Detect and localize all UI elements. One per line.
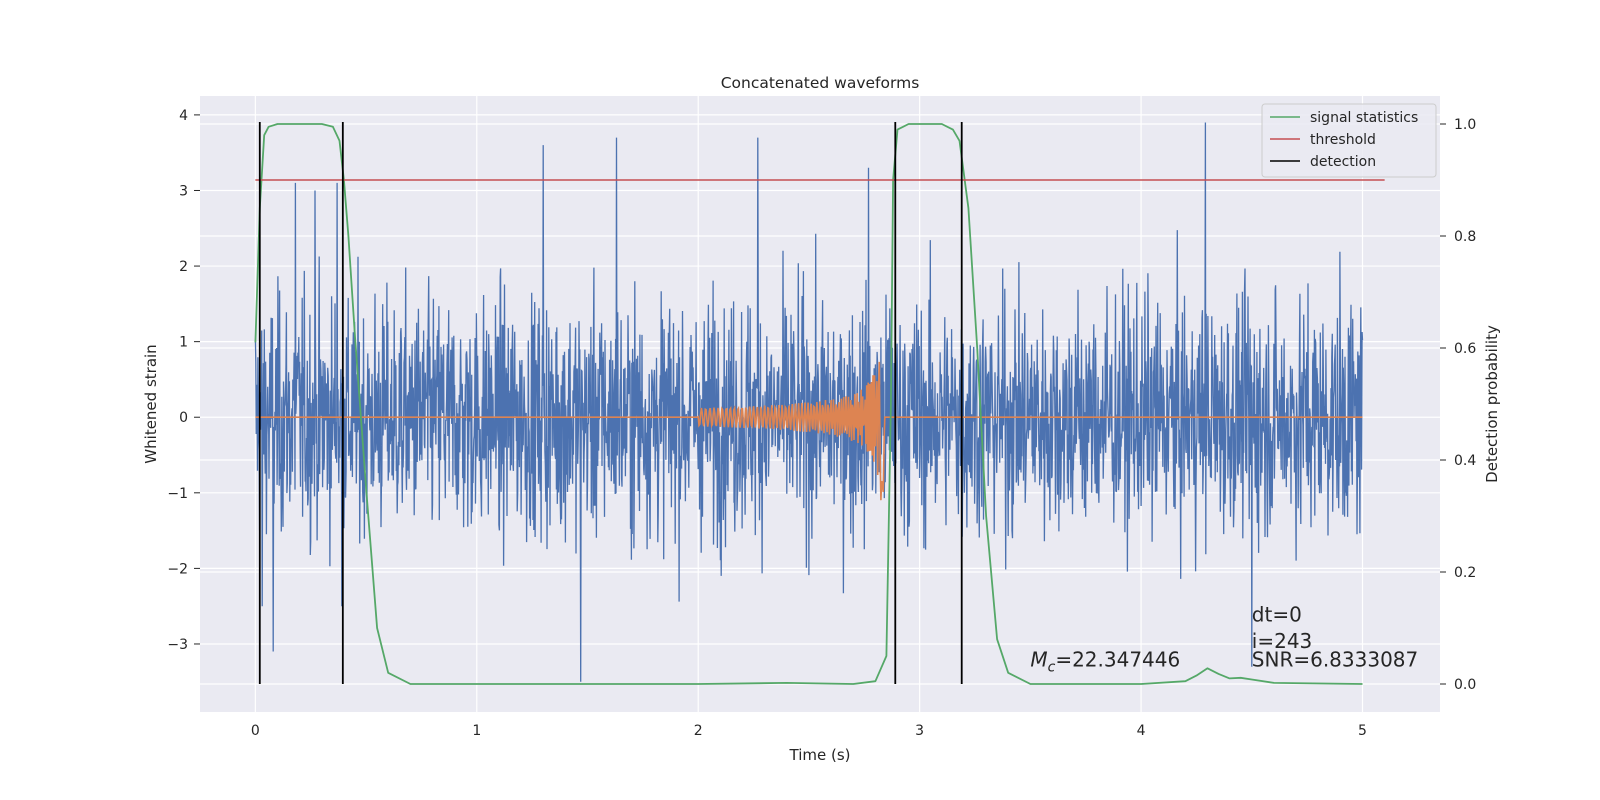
- y-tick-label: −2: [167, 561, 188, 577]
- annotations: Mc=22.347446 dt=0 i=243 SNR=6.8333087: [1030, 602, 1418, 675]
- y-axis-ticks: −3 −2 −1 0 1 2 3 4: [167, 108, 200, 653]
- annotation-i: i=243: [1252, 629, 1313, 653]
- x-axis-ticks: 0 1 2 3 4 5: [251, 723, 1367, 739]
- series-signal-statistics-line: [254, 123, 1363, 685]
- y-tick-label: 0: [179, 410, 188, 426]
- y2-tick-label: 0.6: [1454, 341, 1476, 357]
- annotation-mc-sub: c: [1048, 660, 1056, 676]
- legend: signal statistics threshold detection: [1261, 103, 1437, 178]
- y-tick-label: −1: [167, 486, 188, 502]
- y2-axis-label: Detection probability: [1483, 325, 1501, 483]
- x-tick-label: 3: [915, 723, 924, 739]
- y2-tick-label: 1.0: [1454, 117, 1476, 133]
- x-tick-label: 0: [251, 723, 260, 739]
- legend-label-detection: detection: [1310, 154, 1376, 170]
- annotation-mc-symbol: M: [1030, 648, 1047, 672]
- x-tick-label: 1: [472, 723, 481, 739]
- y2-tick-label: 0.8: [1454, 229, 1476, 245]
- legend-label-threshold: threshold: [1310, 132, 1376, 148]
- y2-tick-label: 0.4: [1454, 453, 1476, 469]
- y-tick-label: 2: [179, 259, 188, 275]
- y2-axis-ticks: 0.0 0.2 0.4 0.6 0.8 1.0: [1440, 117, 1476, 693]
- series-template-line: [255, 361, 1363, 501]
- x-tick-label: 5: [1358, 723, 1367, 739]
- annotation-mc-value: =22.347446: [1055, 648, 1180, 672]
- series-strain-line: [254, 122, 1364, 682]
- legend-box: [1261, 103, 1437, 178]
- x-tick-label: 2: [694, 723, 703, 739]
- x-tick-label: 4: [1137, 723, 1146, 739]
- x-axis-label: Time (s): [789, 746, 851, 764]
- y-tick-label: 3: [179, 183, 188, 199]
- annotation-dt: dt=0: [1252, 602, 1302, 626]
- y-tick-label: 1: [179, 335, 188, 351]
- legend-label-signal-statistics: signal statistics: [1310, 110, 1418, 126]
- y2-tick-label: 0.2: [1454, 565, 1476, 581]
- y-axis-label: Whitened strain: [142, 344, 160, 463]
- y-tick-label: −3: [167, 637, 188, 653]
- y-tick-label: 4: [179, 108, 188, 124]
- chart-title: Concatenated waveforms: [721, 74, 920, 92]
- plot-layer: [254, 122, 1385, 685]
- annotation-snr: SNR=6.8333087: [1252, 648, 1418, 672]
- annotation-mc: Mc=22.347446: [1030, 648, 1180, 676]
- y2-tick-label: 0.0: [1454, 677, 1476, 693]
